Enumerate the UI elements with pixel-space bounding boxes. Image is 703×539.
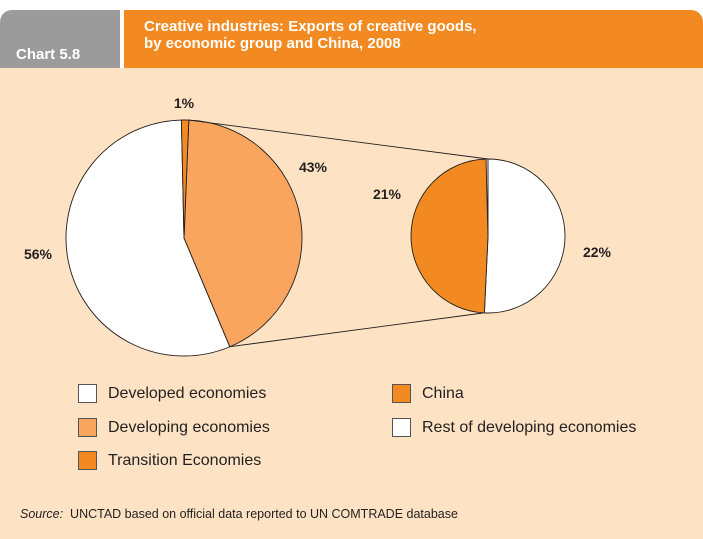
source-text: UNCTAD based on official data reported t… [70,507,458,521]
chart-title-bar: Creative industries: Exports of creative… [124,10,703,68]
legend-item-developing: Developing economies [78,418,270,437]
connector-top [188,119,489,160]
legend-label-developed: Developed economies [108,384,267,402]
data-label-developed: 56% [24,246,53,262]
slice-developing [183,119,303,348]
legend-label-developing: Developing economies [108,418,270,436]
pie-charts: 1% 43% 56% 21% 22% [24,95,612,357]
data-label-rest-developing: 22% [583,244,612,260]
chart-title-line-2: by economic group and China, 2008 [144,35,401,52]
legend-label-china: China [422,384,464,402]
legend-label-transition: Transition Economies [108,451,262,469]
legend-swatch-transition [78,451,97,470]
chart-number-tab: Chart 5.8 [0,10,120,68]
legend-swatch-developing [78,418,97,437]
legend-item-transition: Transition Economies [78,451,261,470]
legend-item-rest: Rest of developing economies [392,418,636,437]
legend-swatch-china [392,384,411,403]
slice-china [410,158,489,314]
legend-item-china: China [392,384,464,403]
legend-swatch-rest [392,418,411,437]
source-note: Source: UNCTAD based on official data re… [20,507,458,521]
chart-number: Chart 5.8 [16,46,81,63]
legend-swatch-developed [78,384,97,403]
slice-developed [65,119,231,357]
chart-title: Creative industries: Exports of creative… [144,18,664,52]
data-label-china: 21% [373,186,402,202]
data-label-developing: 43% [299,159,328,175]
slice-transition [180,119,190,239]
legend-item-developed: Developed economies [78,384,266,403]
slice-rest-developing [483,158,566,314]
chart-title-line-1: Creative industries: Exports of creative… [144,18,477,35]
data-label-transition: 1% [174,95,195,111]
connector-bottom [229,312,484,348]
legend-label-rest: Rest of developing economies [422,418,637,436]
source-label: Source: [20,507,64,521]
